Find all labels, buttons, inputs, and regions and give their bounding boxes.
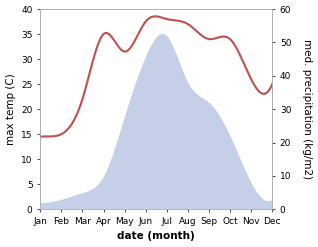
Y-axis label: max temp (C): max temp (C) xyxy=(5,73,16,145)
Y-axis label: med. precipitation (kg/m2): med. precipitation (kg/m2) xyxy=(302,39,313,179)
X-axis label: date (month): date (month) xyxy=(117,231,195,242)
